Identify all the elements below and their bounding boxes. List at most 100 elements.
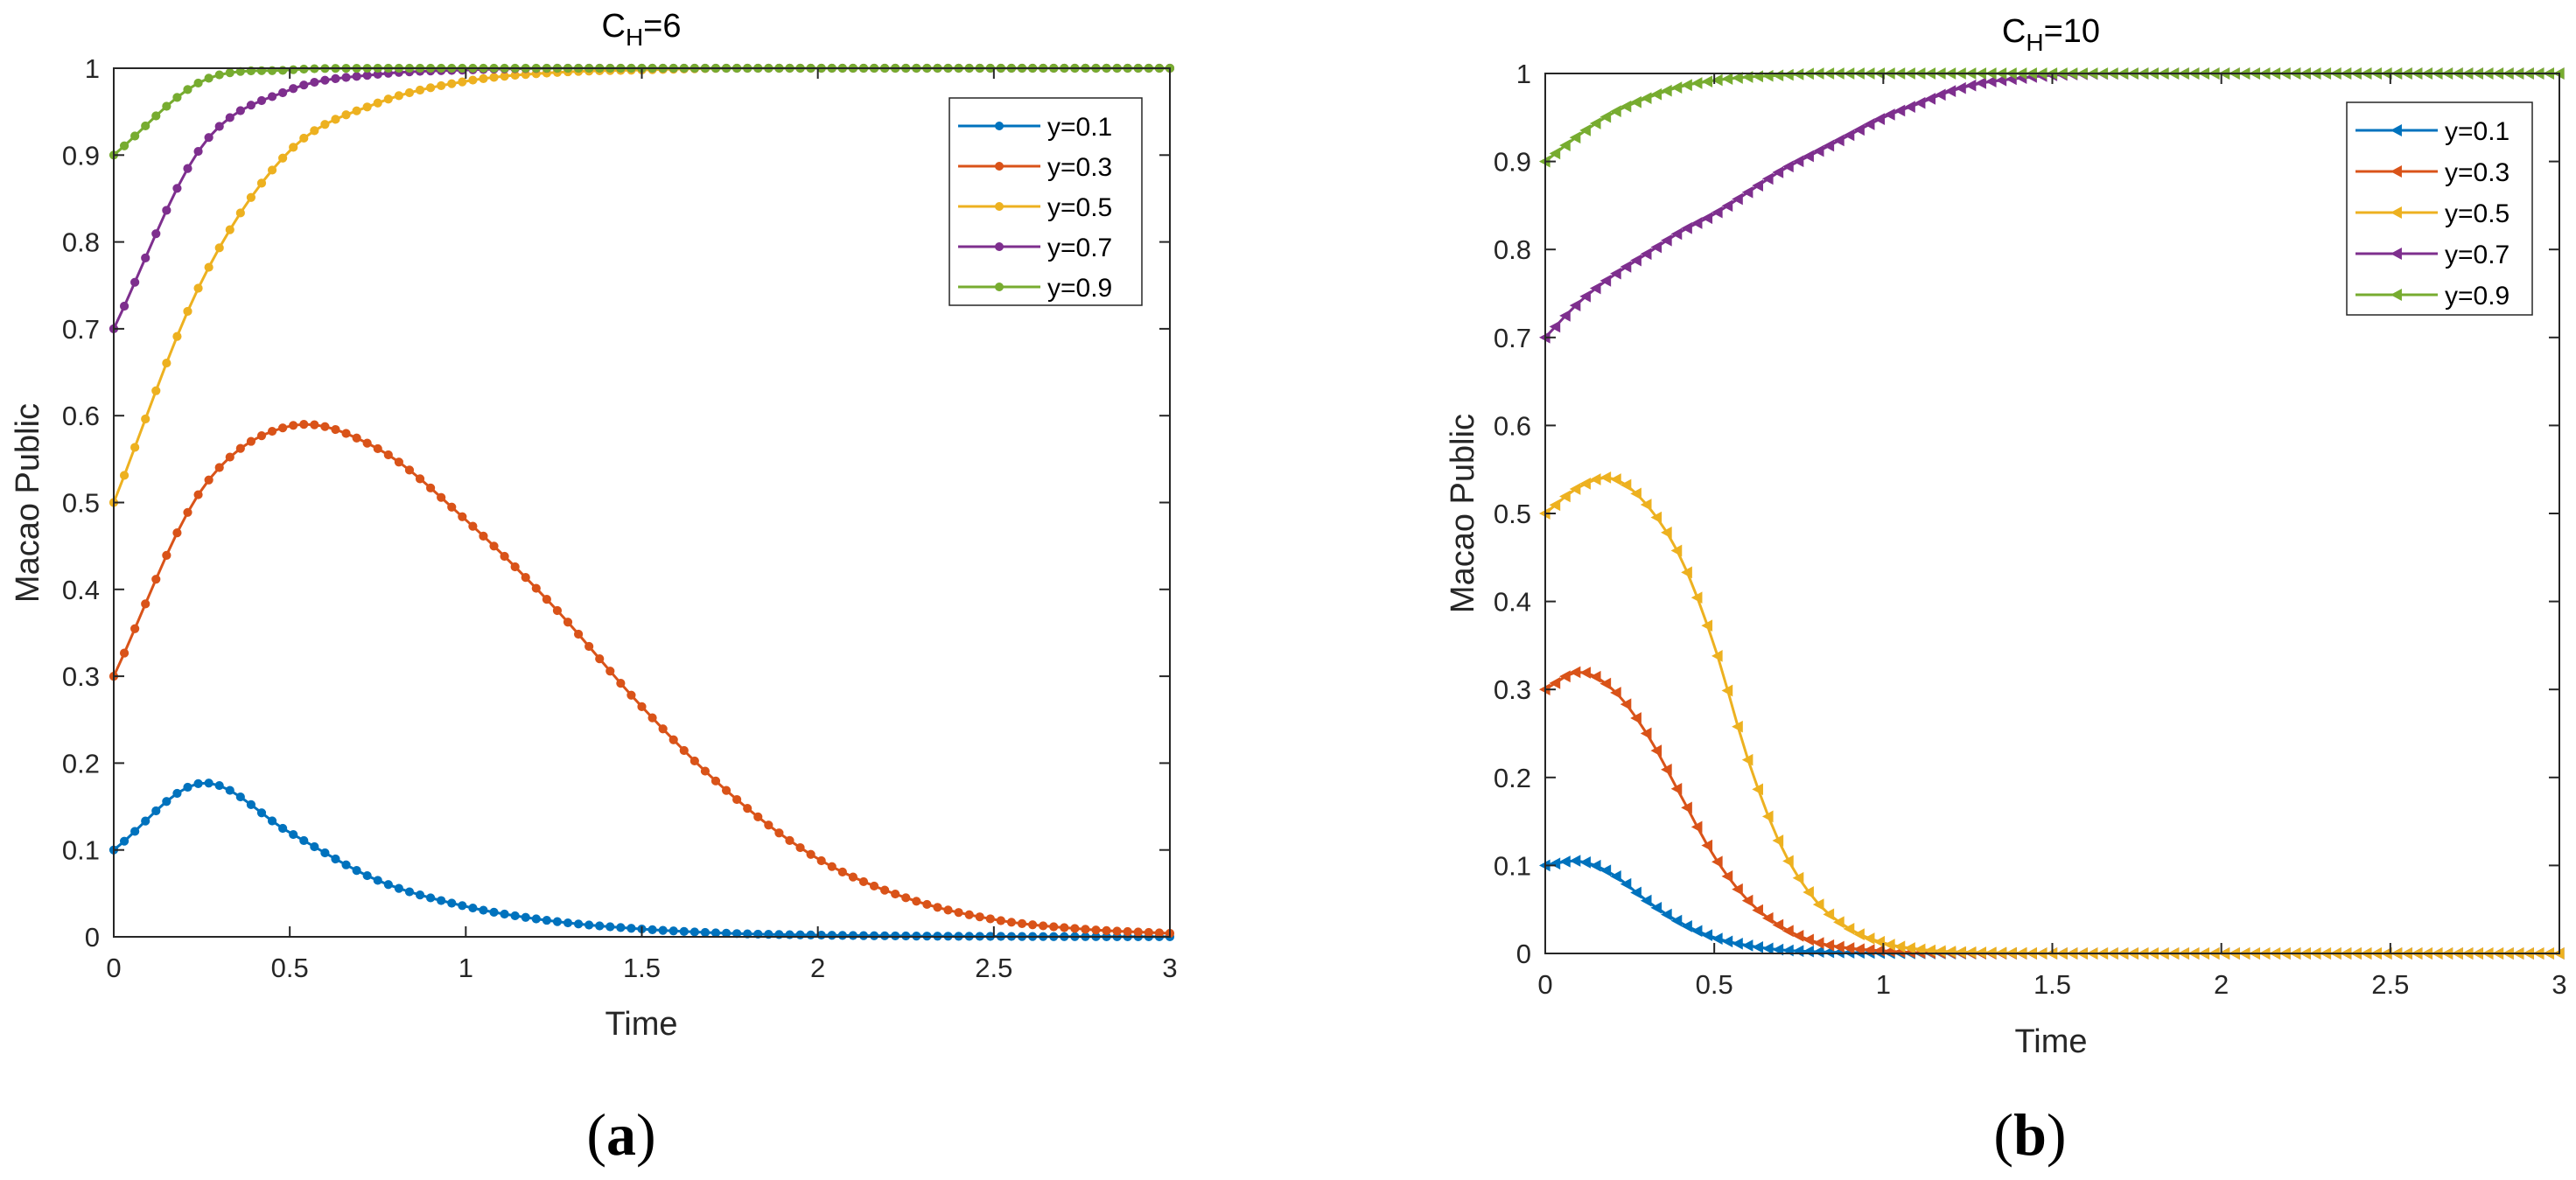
data-point (183, 507, 192, 517)
data-point (933, 903, 942, 912)
data-point (130, 624, 140, 633)
data-point (489, 907, 499, 917)
data-point (1894, 104, 1906, 117)
data-point (1144, 927, 1153, 938)
y-tick-label: 1 (1516, 59, 1531, 89)
data-point (320, 75, 330, 85)
data-point (1955, 81, 1966, 94)
data-point (151, 575, 161, 584)
data-point (299, 835, 309, 846)
data-point (1761, 172, 1774, 185)
legend: y=0.1 y=0.3 y=0.5 y=0.7 y=0.9 (948, 97, 1143, 306)
data-point (1812, 937, 1824, 949)
legend-label: y=0.5 (1047, 193, 1112, 222)
data-point (479, 905, 488, 915)
data-point (119, 648, 130, 658)
data-point (616, 923, 626, 932)
data-point (1569, 666, 1581, 679)
data-point (869, 931, 879, 940)
data-point (331, 73, 340, 83)
y-tick-label: 0.6 (62, 401, 100, 431)
data-point (954, 908, 963, 918)
data-point (383, 450, 393, 460)
data-point (858, 931, 869, 940)
data-point (1761, 911, 1774, 925)
data-point (172, 788, 182, 799)
data-point (267, 816, 277, 826)
caption-letter: a (606, 1101, 636, 1168)
data-point (404, 465, 415, 475)
data-point (1853, 928, 1865, 940)
data-point (679, 745, 689, 756)
data-point (1650, 511, 1662, 524)
data-point (1812, 144, 1824, 157)
data-point (1600, 275, 1612, 287)
data-point (1650, 901, 1662, 914)
legend: y=0.1 y=0.3 y=0.5 y=0.7 y=0.9 (2346, 101, 2533, 316)
data-point (837, 867, 847, 876)
data-point (1701, 75, 1713, 88)
data-point (1661, 234, 1672, 247)
data-point (1610, 473, 1621, 485)
data-point (1721, 684, 1733, 697)
data-point (1833, 940, 1844, 953)
y-axis-label: Macao Public (10, 403, 46, 603)
legend-marker (995, 242, 1004, 251)
data-point (1741, 753, 1754, 766)
data-point (468, 75, 478, 85)
data-point (1843, 942, 1855, 954)
data-point (785, 835, 794, 845)
data-point (1853, 123, 1865, 136)
data-point (278, 823, 288, 834)
data-point (1070, 924, 1080, 933)
data-point (479, 531, 488, 541)
data-point (404, 887, 415, 897)
data-point (1559, 310, 1571, 322)
data-point (235, 443, 245, 453)
data-point (721, 786, 732, 795)
chart-panel-a: CH=6 0 0.5 1 1.5 2 2.5 3 0 0.1 0.2 0.3 0.4 0.5 0.6 0.7… (10, 8, 1178, 1168)
data-point (1802, 150, 1814, 163)
data-point (299, 419, 309, 429)
data-point (447, 502, 457, 512)
data-point (1640, 92, 1652, 105)
data-point (1975, 77, 1986, 89)
data-point (447, 79, 457, 88)
x-tick-label: 2 (2214, 969, 2229, 1000)
x-axis-label: Time (605, 1006, 677, 1043)
data-point (1690, 77, 1703, 89)
data-point (732, 794, 742, 805)
data-point (1924, 93, 1936, 105)
data-point (256, 431, 267, 441)
data-point (1589, 117, 1601, 129)
data-point (394, 91, 403, 101)
data-point (500, 72, 509, 81)
data-point (1549, 677, 1561, 689)
data-point (1006, 918, 1017, 927)
data-point (1610, 105, 1621, 118)
y-tick-label: 0 (1516, 939, 1531, 969)
data-point (404, 87, 415, 98)
data-point (1772, 943, 1784, 956)
y-tick-label: 0.4 (62, 575, 100, 605)
data-point (141, 599, 150, 609)
data-point (1772, 166, 1784, 178)
data-point (1873, 935, 1886, 948)
data-point (119, 471, 130, 480)
data-point (1711, 932, 1723, 945)
y-tick-label: 0.7 (1494, 323, 1531, 353)
data-point (1752, 941, 1763, 953)
data-point (943, 905, 953, 915)
data-point (531, 583, 541, 593)
data-point (1853, 943, 1865, 956)
legend-label: y=0.1 (1047, 113, 1112, 142)
data-point (1569, 483, 1581, 495)
data-point (383, 94, 393, 104)
data-point (204, 73, 214, 83)
legend-marker (2390, 289, 2402, 301)
data-point (626, 924, 636, 933)
data-point (1630, 712, 1642, 724)
data-point (1690, 217, 1703, 229)
data-point (172, 93, 182, 102)
data-point (1782, 68, 1794, 81)
